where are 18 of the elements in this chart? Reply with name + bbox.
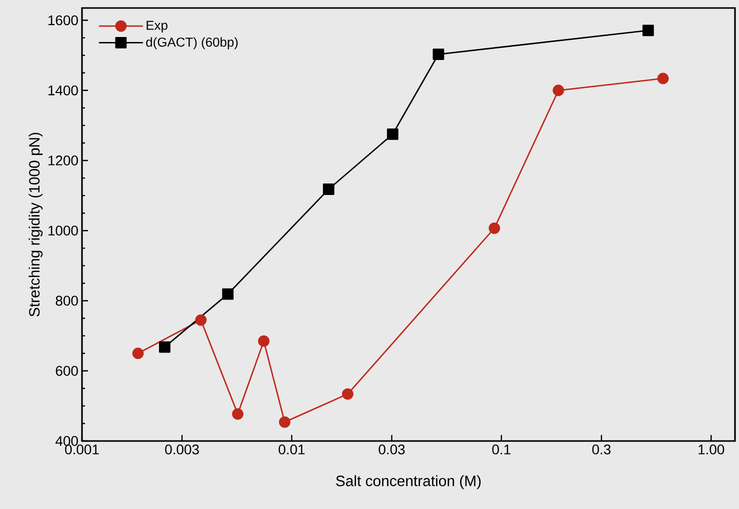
- y-tick-label: 1400: [48, 85, 78, 96]
- y-tick-label: 400: [56, 436, 78, 446]
- y-tick-label: 600: [56, 366, 78, 376]
- x-tick-label: 1.00: [698, 444, 724, 454]
- legend-label: Exp: [146, 20, 168, 32]
- y-tick-label: 1000: [48, 226, 78, 236]
- x-axis-title: Salt concentration (M): [336, 475, 481, 490]
- x-tick-label: 0.1: [492, 444, 510, 454]
- y-tick-label: 1600: [48, 15, 78, 26]
- x-tick-label: 0.003: [165, 444, 199, 454]
- y-tick-label: 1200: [48, 156, 78, 166]
- x-tick-label: 0.001: [65, 444, 99, 454]
- x-tick-label: 0.01: [278, 444, 305, 454]
- y-axis-title: Stretching rigidity (1000 pN): [28, 132, 43, 316]
- x-tick-label: 0.03: [378, 444, 405, 454]
- legend-label: d(GACT) (60bp): [146, 37, 238, 50]
- x-tick-label: 0.3: [592, 444, 611, 454]
- y-tick-label: 800: [56, 296, 78, 306]
